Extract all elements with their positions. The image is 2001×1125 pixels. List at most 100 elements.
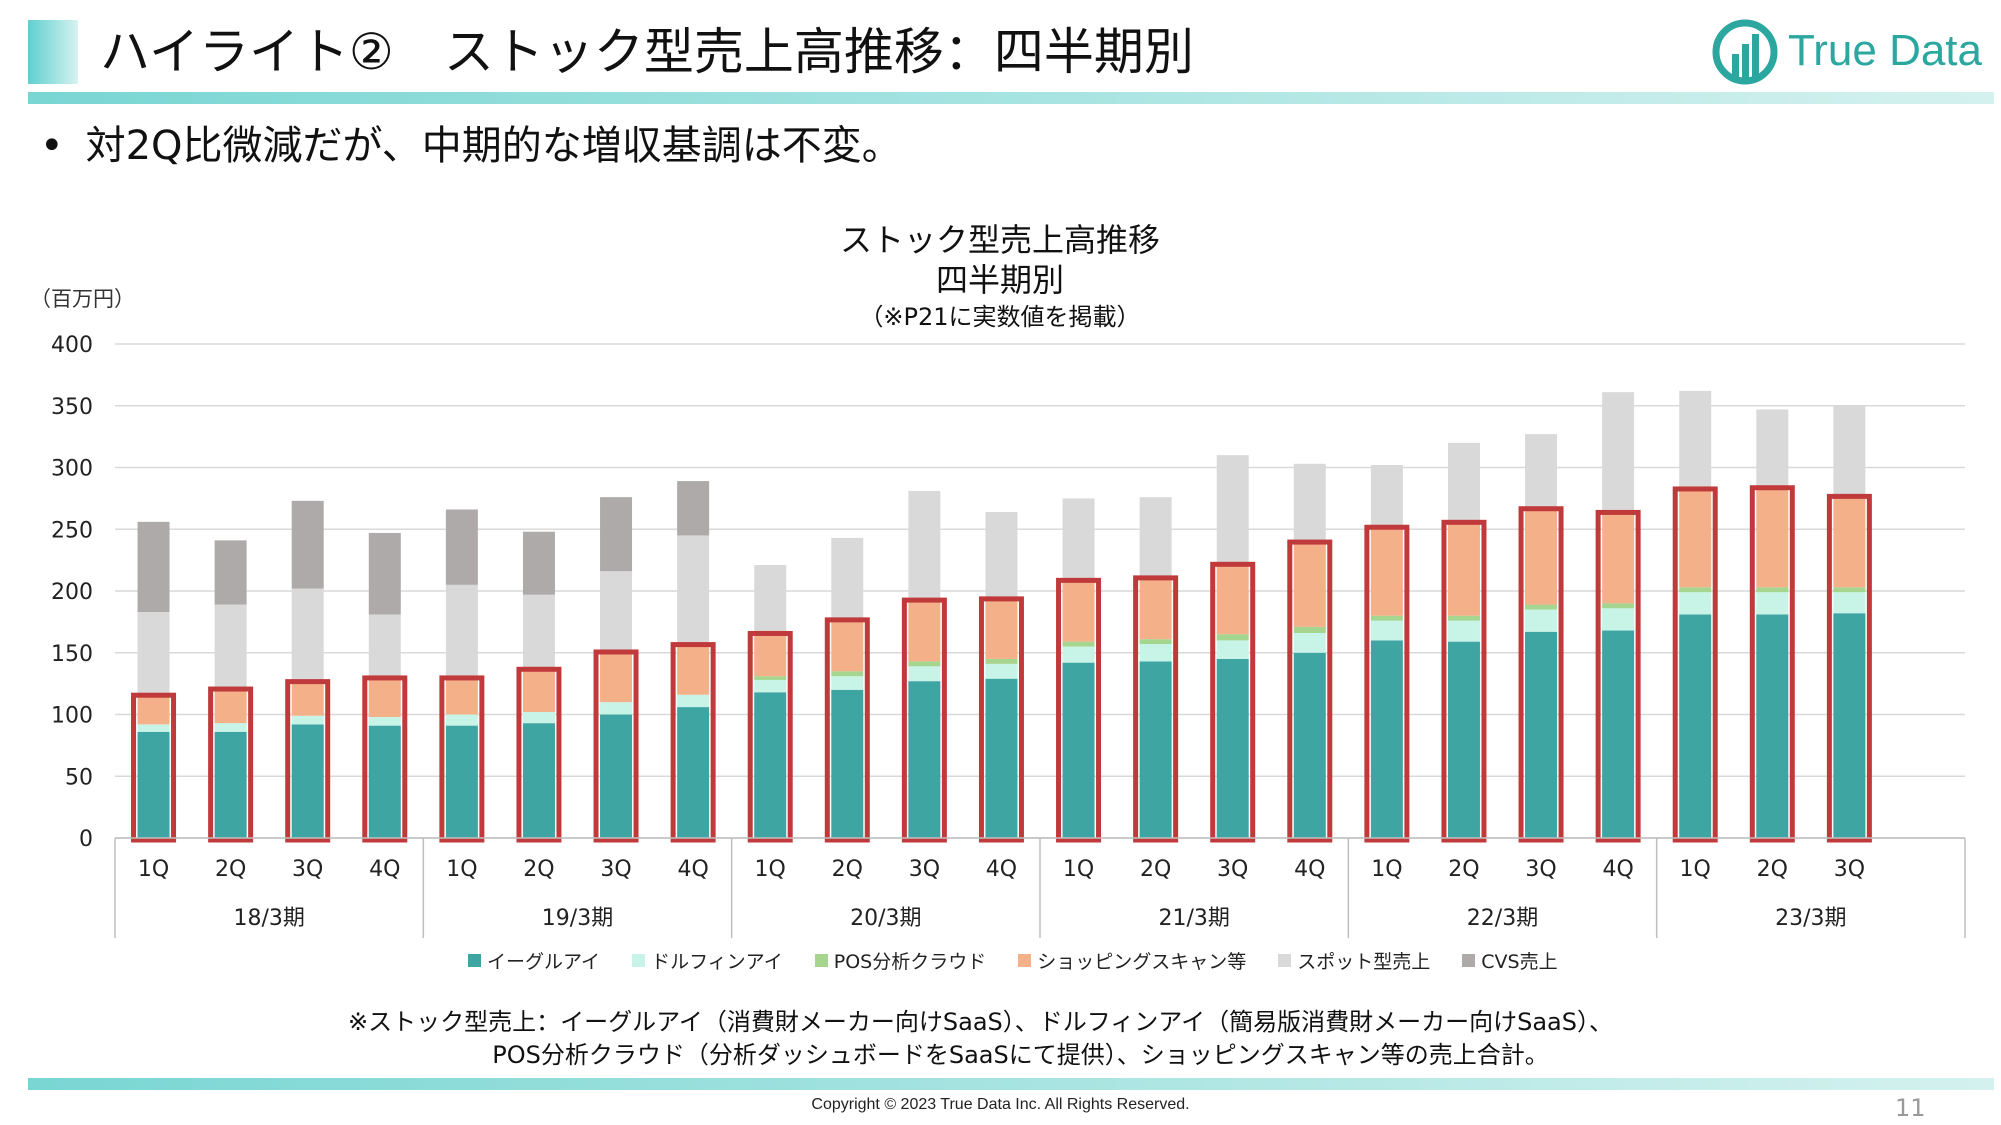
bar-segment (908, 681, 941, 838)
bar-segment (1293, 632, 1326, 653)
bar-segment (1756, 592, 1789, 615)
bar-segment (1447, 641, 1480, 838)
stock-total-outline (593, 649, 639, 843)
bar-segment (214, 691, 247, 724)
bar-segment (1833, 592, 1866, 614)
x-tick-label: 2Q (523, 857, 554, 882)
bar-segment (677, 694, 710, 708)
bar-segment (1833, 498, 1866, 588)
bar-segment (600, 714, 633, 838)
bar-segment (522, 723, 555, 838)
legend-item: スポット型売上 (1278, 947, 1430, 974)
y-axis-unit: （百万円） (30, 287, 135, 311)
bar-segment (522, 671, 555, 713)
stock-total-outline (1133, 575, 1179, 843)
stock-total-outline (747, 630, 793, 843)
bar-segment (908, 602, 941, 662)
stock-total-outline (285, 679, 331, 843)
bar-segment (1602, 603, 1635, 609)
x-tick-label: 3Q (1525, 857, 1556, 882)
bar-segment (214, 540, 247, 605)
bar-segment (831, 671, 864, 677)
x-tick-label: 1Q (138, 857, 169, 882)
bar-segment (368, 532, 401, 615)
bar-segment (754, 692, 787, 838)
bar-segment (522, 712, 555, 724)
bar-segment (1447, 620, 1480, 642)
bar-segment (522, 531, 555, 595)
y-tick-label: 100 (51, 704, 93, 729)
bar-segment (445, 584, 478, 680)
bar-segment (831, 676, 864, 690)
bar-segment (1216, 455, 1249, 567)
x-tick-label: 1Q (1063, 857, 1094, 882)
legend-swatch (1278, 954, 1292, 967)
stock-total-outline (131, 692, 177, 843)
bar-segment (1139, 644, 1172, 662)
x-tick-label: 1Q (1371, 857, 1402, 882)
chart-title-line2: 四半期別 (935, 261, 1064, 299)
bar-segment (1602, 630, 1635, 838)
bullet-dot: • (40, 123, 64, 169)
legend-swatch (468, 954, 481, 967)
bar-segment (137, 521, 170, 612)
bar-segment (1525, 434, 1558, 511)
bar-segment (985, 663, 1018, 679)
bar-segment (1370, 529, 1403, 616)
y-tick-label: 300 (51, 457, 93, 482)
bar-segment (1833, 587, 1866, 593)
bar-segment (1679, 490, 1712, 588)
logo: True Data (1710, 12, 1982, 92)
bar-segment (214, 604, 247, 692)
legend-label: スポット型売上 (1297, 951, 1431, 973)
bar-segment (1525, 510, 1558, 605)
stock-total-outline (516, 666, 562, 843)
legend-label: CVS売上 (1481, 951, 1558, 973)
x-tick-label: 3Q (600, 857, 631, 882)
x-group-label: 23/3期 (1775, 906, 1846, 931)
bar-segment (1756, 587, 1789, 593)
bar-segment (1525, 609, 1558, 632)
x-tick-label: 2Q (1140, 857, 1171, 882)
bar-segment (368, 725, 401, 838)
x-tick-label: 4Q (1602, 857, 1633, 882)
bar-segment (1370, 465, 1403, 530)
x-group-label: 18/3期 (233, 906, 304, 931)
stock-total-outline (1364, 524, 1410, 843)
bar-segment (368, 679, 401, 717)
y-tick-label: 150 (51, 642, 93, 667)
bar-segment (1139, 639, 1172, 645)
stock-total-outline (978, 596, 1024, 843)
bar-segment (1370, 615, 1403, 621)
bar-segment (1139, 661, 1172, 838)
x-tick-label: 4Q (986, 857, 1017, 882)
bullet-point: • 対2Q比微減だが、中期的な増収基調は不変。 (40, 118, 902, 174)
bar-segment (985, 511, 1018, 601)
bar-segment (1756, 614, 1789, 838)
bar-segment (1447, 524, 1480, 616)
bar-segment (1756, 489, 1789, 588)
bar-segment (1602, 608, 1635, 631)
bar-segment (677, 481, 710, 536)
bar-segment (291, 500, 324, 589)
bar-segment (1679, 587, 1712, 593)
legend-item: ショッピングスキャン等 (1018, 947, 1246, 974)
stock-total-outline (1518, 506, 1564, 843)
bar-segment (1062, 646, 1095, 663)
bar-segment (1293, 544, 1326, 627)
bar-segment (1602, 392, 1635, 515)
bar-segment (1293, 463, 1326, 545)
bar-segment (1062, 662, 1095, 838)
bar-segment (1293, 652, 1326, 838)
stock-total-outline (824, 617, 870, 843)
bar-segment (1833, 613, 1866, 838)
bar-segment (1679, 592, 1712, 615)
bar-segment (1447, 615, 1480, 621)
bar-segment (677, 707, 710, 838)
stock-total-outline (1826, 493, 1872, 843)
stock-total-outline (1210, 561, 1256, 843)
x-tick-label: 4Q (369, 857, 400, 882)
x-tick-label: 4Q (677, 857, 708, 882)
note-line2: POS分析クラウド（分析ダッシュボードをSaaSにて提供）、ショッピングスキャン… (492, 1041, 1549, 1069)
x-group-label: 19/3期 (542, 906, 613, 931)
